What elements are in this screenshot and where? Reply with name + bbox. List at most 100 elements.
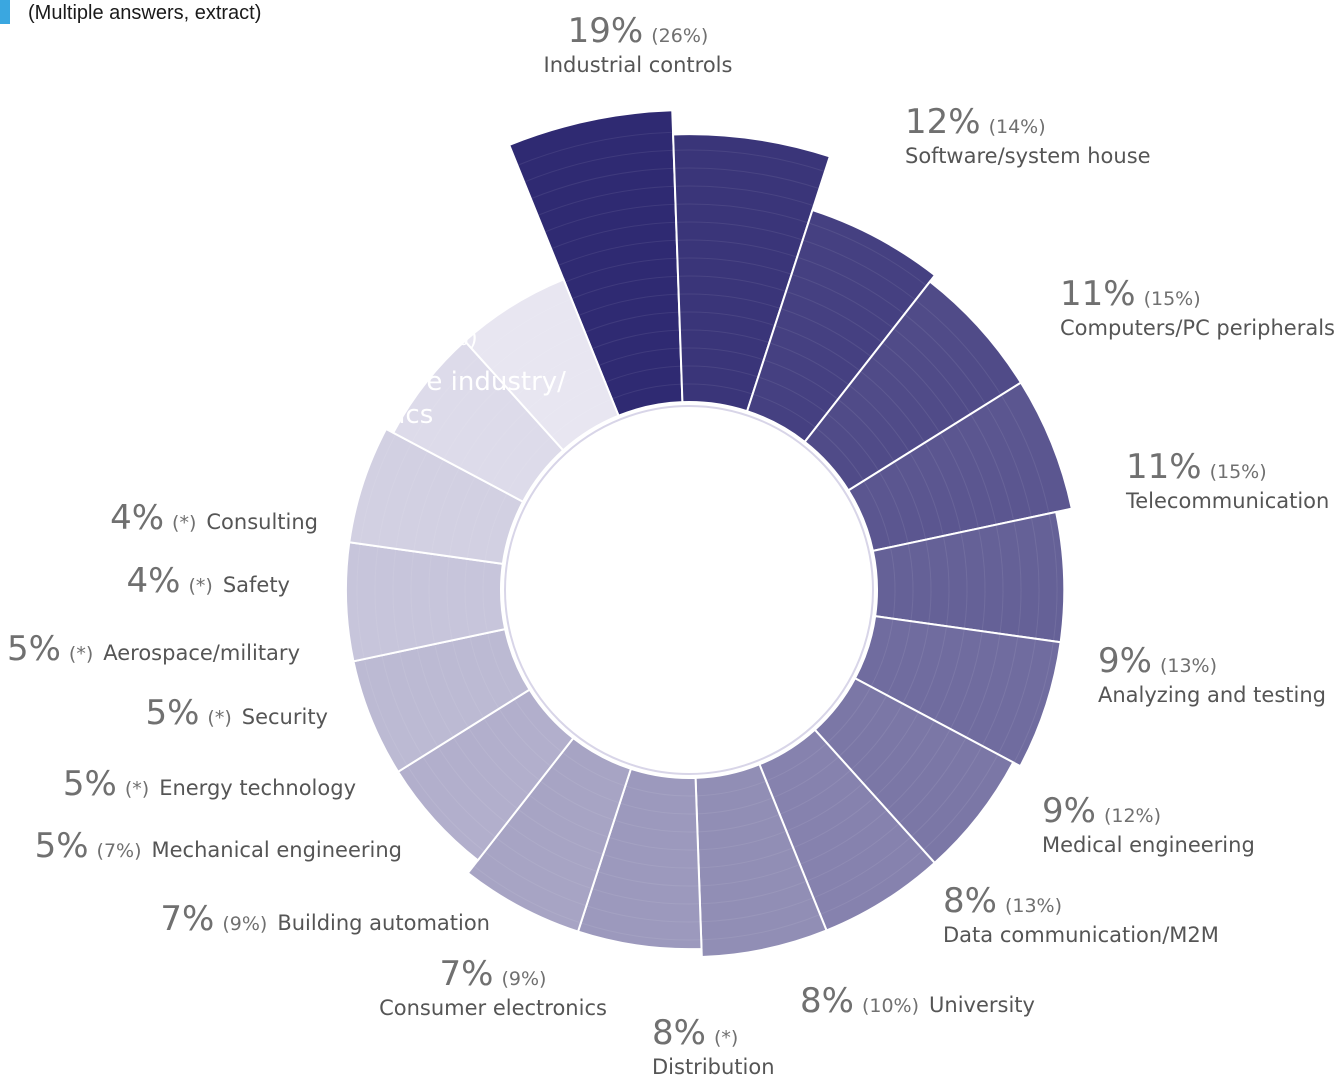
wedge-ring bbox=[758, 376, 828, 414]
wedge-ring bbox=[577, 293, 679, 317]
slice-percent: 5% bbox=[35, 826, 89, 866]
wedge-ring bbox=[676, 221, 803, 241]
wedge-ring bbox=[934, 628, 965, 721]
slice-wedge bbox=[803, 280, 1023, 492]
slice-category: Analyzing and testing bbox=[1098, 683, 1326, 707]
wedge-ring bbox=[395, 450, 429, 549]
slice-category: Safety bbox=[223, 573, 290, 597]
slice-previous: (26%) bbox=[651, 25, 708, 47]
wedge-ring bbox=[676, 239, 798, 258]
wedge-ring bbox=[498, 708, 552, 767]
slice-category-label: Consumer electronics bbox=[379, 996, 607, 1020]
wedge-ring bbox=[696, 797, 774, 815]
wedge-ring bbox=[680, 347, 764, 361]
wedge-ring bbox=[981, 636, 1019, 747]
wedge-ring bbox=[495, 837, 593, 890]
slice-previous: (15%) bbox=[1144, 288, 1201, 310]
slice-value-label: 5% (*) Security bbox=[145, 693, 328, 733]
wedge-ring bbox=[699, 880, 807, 905]
wedge-ring bbox=[697, 813, 780, 833]
wedge-ring bbox=[363, 658, 408, 767]
slice-category: Computers/PC peripherals bbox=[1060, 316, 1334, 340]
wedge-ring bbox=[550, 766, 620, 804]
wedge-ring bbox=[681, 365, 759, 378]
wedge-ring bbox=[939, 432, 980, 529]
wedge-ring bbox=[539, 780, 615, 821]
wedge-ring bbox=[464, 558, 471, 637]
slice-previous: (15%) bbox=[1210, 461, 1267, 483]
wedge-ring bbox=[502, 331, 586, 384]
corner-accent bbox=[0, 0, 10, 24]
wedge-ring bbox=[997, 638, 1037, 755]
wedge-ring bbox=[700, 897, 814, 923]
wedge-ring bbox=[799, 809, 888, 865]
wedge-ring bbox=[586, 905, 701, 923]
wedge-ring bbox=[550, 221, 677, 250]
wedge-ring bbox=[910, 745, 983, 838]
slice-previous: (*) bbox=[188, 575, 212, 597]
wedge-ring bbox=[808, 222, 927, 287]
wedge-ring bbox=[557, 239, 677, 266]
wedge-ring bbox=[604, 365, 682, 383]
wedge-ring bbox=[826, 413, 880, 472]
wedge-ring bbox=[970, 413, 1015, 522]
slice-percent: 5% bbox=[63, 764, 117, 804]
wedge-ring bbox=[443, 383, 504, 460]
slice-wedge bbox=[813, 676, 1015, 865]
wedge-ring bbox=[878, 471, 909, 544]
wedge-ring bbox=[698, 847, 794, 869]
wedge-ring bbox=[915, 299, 1002, 396]
wedge-ring bbox=[614, 819, 698, 833]
wedge-ring bbox=[428, 553, 436, 645]
wedge-ring bbox=[904, 313, 987, 405]
slice-category: Mechanical engineering bbox=[152, 838, 402, 862]
wedge-ring bbox=[942, 535, 950, 627]
wedge-ring bbox=[698, 830, 787, 851]
slice-previous: (12%) bbox=[1104, 805, 1161, 827]
wedge-ring bbox=[602, 853, 699, 869]
wedge-ring bbox=[484, 851, 587, 907]
slice-wedge bbox=[694, 763, 828, 959]
wedge-ring bbox=[514, 348, 592, 398]
wedge-ring bbox=[446, 556, 453, 641]
wedge-ring bbox=[918, 626, 947, 713]
wedge-ring bbox=[468, 727, 530, 796]
wedge-ring bbox=[571, 275, 679, 300]
wedge-ring bbox=[427, 369, 492, 452]
wedge-ring bbox=[478, 298, 572, 358]
wedge-ring bbox=[437, 746, 508, 824]
wedge-ring bbox=[474, 409, 528, 477]
wedge-ring bbox=[458, 396, 516, 469]
slice-value-label: 12% (14%) bbox=[905, 102, 1046, 142]
slice-percent: 7% bbox=[440, 954, 494, 994]
wedge-ring bbox=[699, 863, 801, 887]
slice-percent: 9% bbox=[1098, 641, 1152, 681]
slice-previous: (7%) bbox=[97, 840, 142, 862]
wedge-ring bbox=[451, 640, 485, 719]
wedge-ring bbox=[681, 383, 753, 395]
wedge-ring bbox=[677, 257, 792, 275]
wedge-ring bbox=[1048, 513, 1058, 642]
slice-wedge bbox=[758, 728, 937, 932]
slice-wedge bbox=[847, 381, 1074, 553]
wedge-ring bbox=[584, 311, 680, 333]
wedge-ring bbox=[538, 381, 606, 424]
wedge-ring bbox=[785, 290, 883, 343]
wedge-ring bbox=[837, 398, 895, 463]
wedge-ring bbox=[978, 528, 986, 632]
wedge-ring bbox=[678, 275, 787, 292]
wedge-ring bbox=[922, 754, 999, 851]
slice-category-label: Analyzing and testing bbox=[1098, 683, 1326, 707]
slice-value-label: 11% (15%) bbox=[1060, 274, 1201, 314]
chart-subtitle: (Multiple answers, extract) bbox=[28, 2, 262, 24]
wedge-ring bbox=[513, 698, 563, 753]
slice-category: Industrial controls bbox=[544, 53, 733, 77]
wedge-ring bbox=[965, 633, 1001, 738]
slice-percent: 19% bbox=[568, 11, 644, 51]
wedge-ring bbox=[506, 436, 552, 494]
slice-previous: (10%) bbox=[862, 995, 919, 1017]
wedge-ring bbox=[679, 311, 776, 327]
slice-percent: 4% bbox=[110, 498, 164, 538]
wedge-ring bbox=[490, 315, 579, 371]
